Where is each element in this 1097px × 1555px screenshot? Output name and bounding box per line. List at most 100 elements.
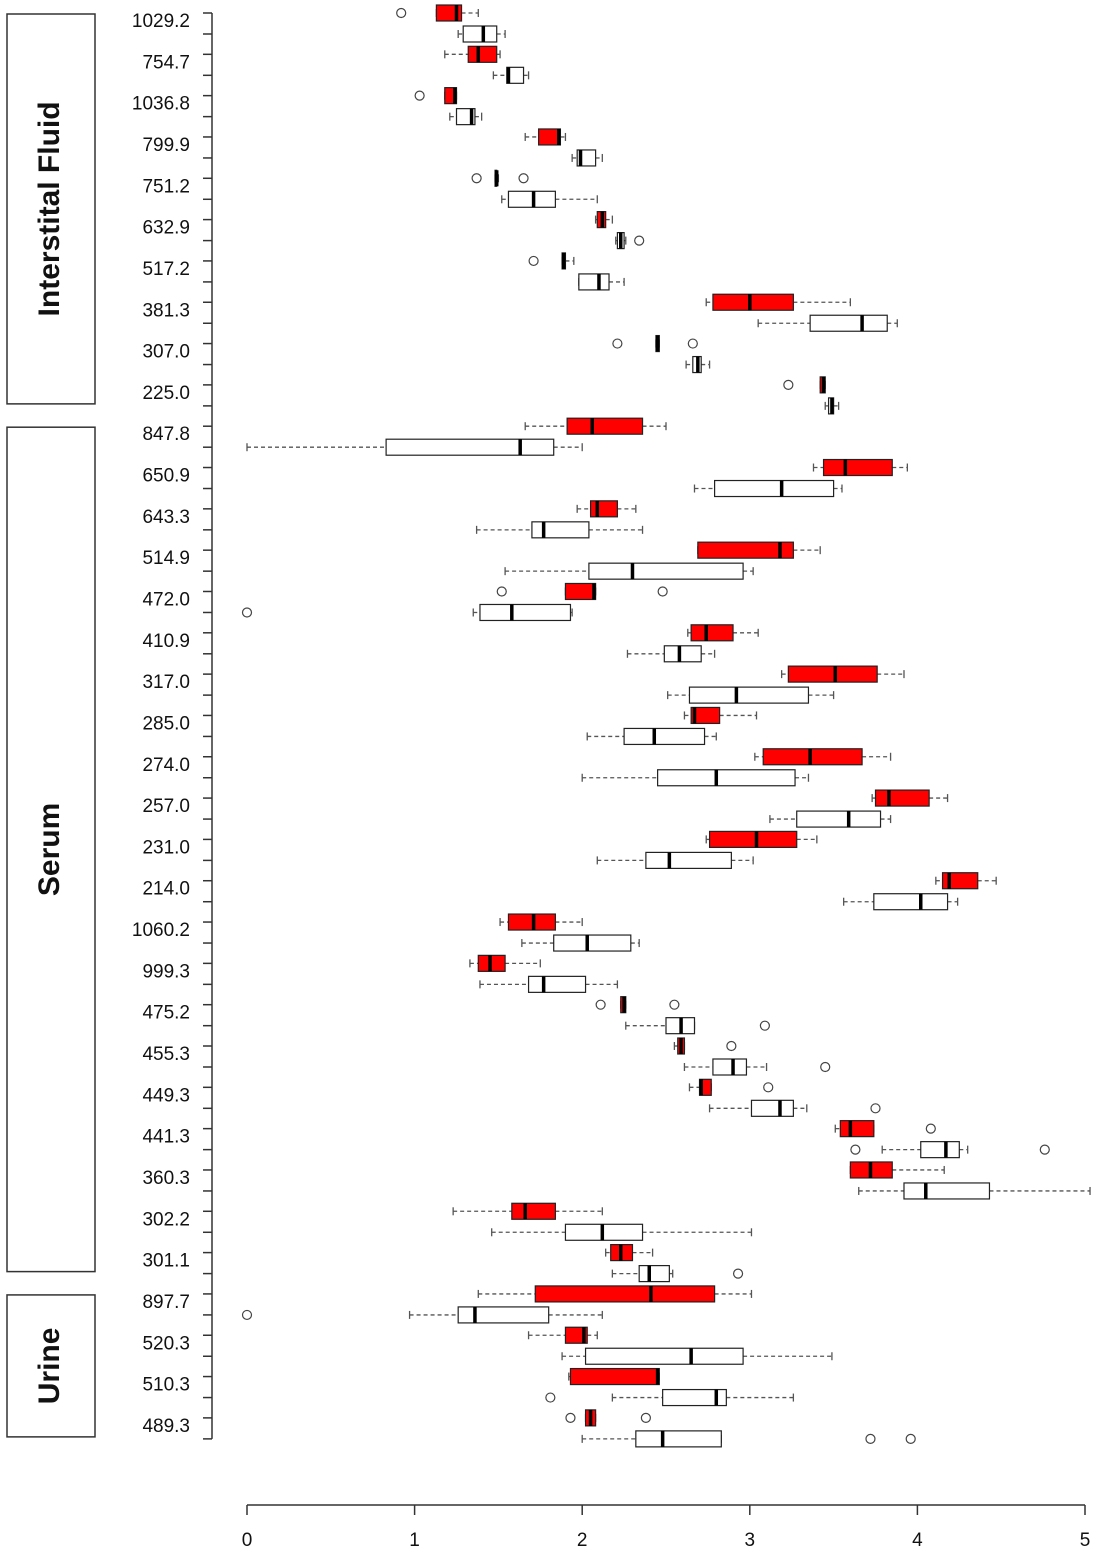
box xyxy=(714,479,835,498)
box xyxy=(874,789,930,807)
upper-whisker xyxy=(887,319,898,328)
upper-whisker xyxy=(461,9,479,17)
lower-whisker xyxy=(683,1063,713,1071)
outlier xyxy=(471,173,482,184)
lower-whisker xyxy=(667,691,690,700)
upper-whisker xyxy=(959,1145,969,1154)
upper-whisker xyxy=(587,1331,598,1340)
upper-whisker xyxy=(796,835,818,844)
upper-whisker xyxy=(704,732,717,741)
upper-whisker xyxy=(523,71,530,80)
y-tick-label: 381.3 xyxy=(142,300,190,321)
y-tick-label: 489.3 xyxy=(142,1416,190,1437)
upper-whisker xyxy=(605,215,614,224)
lower-whisker xyxy=(581,1434,636,1443)
lower-whisker xyxy=(449,112,457,121)
lower-whisker xyxy=(479,980,529,989)
y-tick-label: 317.0 xyxy=(142,672,190,693)
box xyxy=(566,417,644,435)
outlier xyxy=(657,586,668,597)
outlier xyxy=(528,255,539,267)
lower-whisker xyxy=(708,1104,752,1113)
outlier xyxy=(783,379,794,390)
outlier xyxy=(634,235,645,246)
lower-whisker xyxy=(499,918,509,927)
box xyxy=(697,541,794,559)
lower-whisker xyxy=(705,298,713,307)
y-tick-label: 751.2 xyxy=(142,176,190,197)
lower-whisker xyxy=(477,1289,536,1298)
outlier xyxy=(732,1268,744,1279)
upper-whisker xyxy=(793,1104,808,1113)
y-tick-label: 754.7 xyxy=(142,52,190,73)
upper-whisker xyxy=(555,195,598,204)
lower-whisker xyxy=(605,1248,611,1257)
group-label: Interstital Fluid xyxy=(33,101,66,316)
box xyxy=(578,273,610,291)
y-tick-label: 999.3 xyxy=(142,961,190,982)
y-tick-label: 214.0 xyxy=(142,879,190,900)
box xyxy=(712,293,794,311)
upper-whisker xyxy=(642,422,667,431)
box xyxy=(564,1326,588,1344)
outlier xyxy=(241,1309,253,1321)
upper-whisker xyxy=(795,773,810,782)
lower-whisker xyxy=(492,71,507,80)
lower-whisker xyxy=(561,1352,586,1361)
y-tick-label: 285.0 xyxy=(142,713,190,734)
lower-whisker xyxy=(408,1310,459,1319)
upper-whisker xyxy=(892,1165,945,1174)
box xyxy=(903,1182,991,1200)
lower-whisker xyxy=(935,876,943,885)
upper-whisker xyxy=(743,567,754,576)
y-tick-label: 302.2 xyxy=(142,1209,190,1230)
upper-whisker xyxy=(862,752,892,761)
lower-whisker xyxy=(457,30,464,38)
box xyxy=(462,25,498,43)
outlier xyxy=(396,7,407,19)
lower-whisker xyxy=(586,732,625,741)
upper-whisker xyxy=(947,897,959,906)
y-tick-label: 650.9 xyxy=(142,466,190,487)
box xyxy=(589,500,618,518)
y-tick-label: 1029.2 xyxy=(132,11,190,32)
outlier xyxy=(414,90,425,101)
upper-whisker xyxy=(719,711,758,720)
group-label: Serum xyxy=(33,803,66,896)
lower-whisker xyxy=(812,463,824,472)
box xyxy=(690,706,721,725)
upper-whisker xyxy=(585,980,619,989)
lower-whisker xyxy=(504,567,589,576)
upper-whisker xyxy=(833,484,843,493)
upper-whisker xyxy=(733,628,759,637)
box xyxy=(534,1285,716,1303)
upper-whisker xyxy=(977,876,997,885)
upper-whisker xyxy=(630,939,640,948)
upper-whisker xyxy=(496,30,506,38)
lower-whisker xyxy=(685,360,693,369)
lower-whisker xyxy=(881,1145,921,1154)
upper-whisker xyxy=(595,153,603,162)
lower-whisker xyxy=(843,897,874,906)
upper-whisker xyxy=(701,649,716,658)
box xyxy=(839,1120,875,1138)
outlier xyxy=(669,999,680,1010)
y-tick-label: 274.0 xyxy=(142,755,190,776)
x-tick-label: 1 xyxy=(409,1530,420,1551)
y-tick-label: 514.9 xyxy=(142,548,190,569)
box xyxy=(553,934,632,952)
y-tick-label: 897.7 xyxy=(142,1292,190,1313)
lower-whisker xyxy=(521,939,554,948)
upper-whisker xyxy=(746,1063,768,1071)
box xyxy=(920,1141,960,1159)
upper-whisker xyxy=(632,1248,654,1257)
lower-whisker xyxy=(527,1331,566,1340)
box xyxy=(531,521,590,539)
lower-whisker xyxy=(246,443,387,452)
group-box xyxy=(6,1294,96,1438)
outlier xyxy=(726,1040,737,1052)
outlier xyxy=(763,1082,774,1093)
box xyxy=(479,603,572,622)
box xyxy=(457,1306,550,1324)
outlier xyxy=(865,1433,876,1444)
